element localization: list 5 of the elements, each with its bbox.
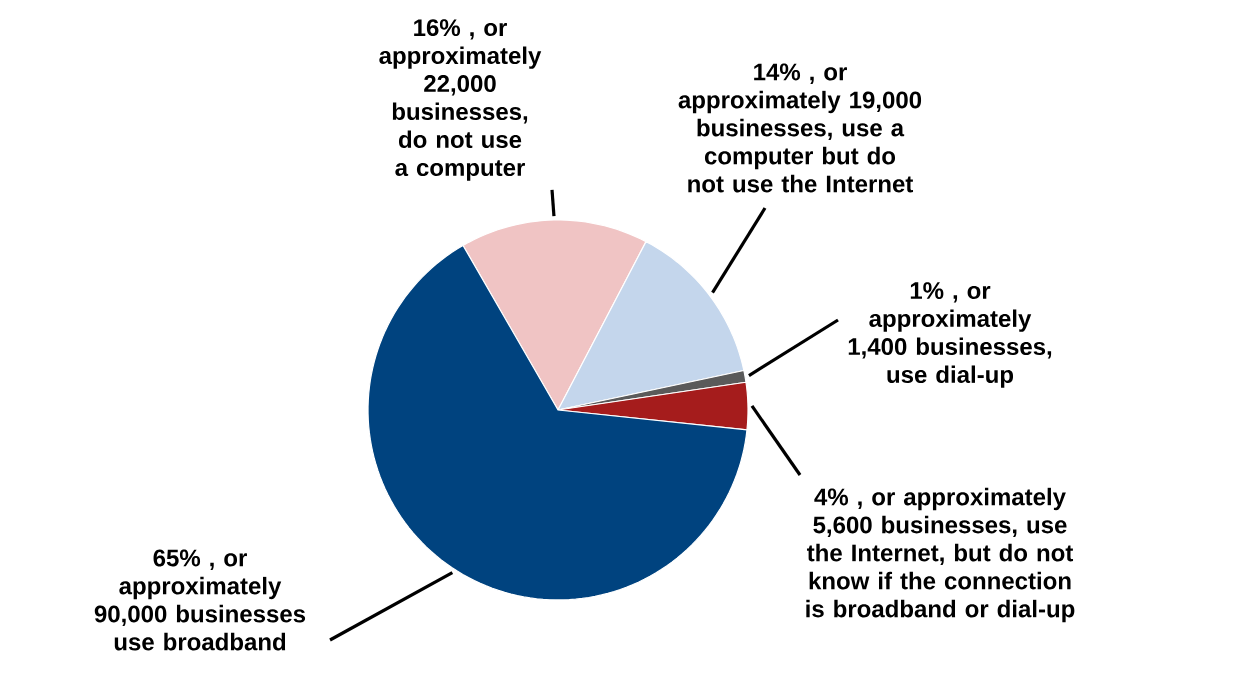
slice-label: 65% , or approximately 90,000 businesses use broadband (94, 549, 306, 651)
slice-label: 1% , or approximately 1,400 businesses, use dial-up (848, 282, 1052, 388)
slice-label: 16% , or approximately 22,000 businesses, do not use a computer (379, 19, 542, 181)
slice-label: 4% , or approximately 5,600 businesses, use the Internet, but do not know if the connection is broadband or dial-up (806, 487, 1075, 623)
slice-label: 14% , or approximately 19,000 businesses, use a computer but do not use the Internet (678, 63, 922, 193)
